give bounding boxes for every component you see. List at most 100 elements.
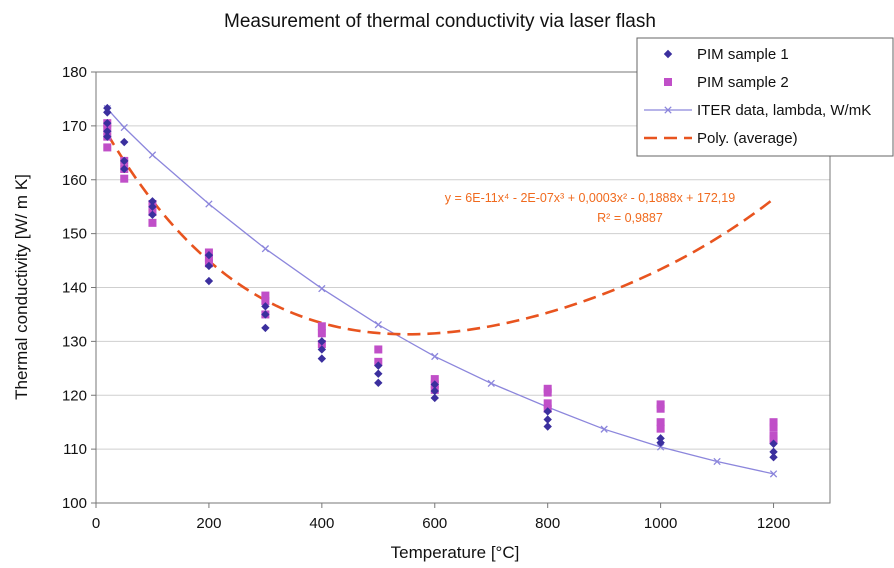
pim-sample-1-point: [769, 447, 778, 457]
pim-sample-1-point: [317, 354, 327, 363]
pim-sample-1-point: [543, 415, 552, 424]
iter-point: [374, 321, 382, 329]
pim-sample-2-point: [317, 322, 326, 331]
pim-sample-2-point: [769, 435, 778, 444]
pim-sample-2-point: [148, 218, 157, 227]
pim-sample-1-point: [430, 380, 439, 389]
pim-sample-2-point: [103, 143, 112, 152]
x-tick-label: 0: [92, 515, 100, 532]
pim-sample-1-point: [148, 197, 157, 206]
pim-sample-1-point: [103, 127, 112, 136]
pim-sample-1-point: [261, 310, 270, 319]
pim-sample-2-point: [656, 418, 665, 427]
legend-marker-sample2: [664, 78, 672, 86]
iter-point: [487, 379, 495, 388]
legend-label-sample2: PIM sample 2: [697, 74, 789, 91]
x-tick-label: 600: [422, 515, 447, 532]
pim-sample-1-point: [374, 361, 383, 370]
poly-trendline: [106, 133, 775, 336]
pim-sample-2-point: [656, 400, 665, 409]
legend: PIM sample 1 PIM sample 2 ITER data, lam…: [636, 37, 894, 157]
pim-sample-1-point: [103, 108, 112, 117]
iter-point: [120, 123, 128, 132]
legend-marker-sample1: [663, 49, 673, 59]
axis-ticks: 100 110 120 130 140 150 160 170 180 0 200 400 600 800…: [62, 64, 790, 532]
pim-sample-1-point: [317, 345, 327, 354]
trendline-equation: y = 6E-11x⁴ - 2E-07x³ + 0,0003x² - 0,188…: [445, 191, 735, 205]
pim-sample-1-point: [120, 137, 129, 147]
pim-sample-1-point: [317, 337, 327, 346]
chart-title: Measurement of thermal conductivity via …: [224, 11, 656, 32]
pim-sample-1-point: [769, 453, 778, 462]
y-tick-label: 150: [62, 226, 87, 243]
x-tick-label: 200: [196, 515, 221, 532]
pim-sample-1-point: [103, 132, 112, 141]
pim-sample-1-point: [430, 386, 439, 396]
trendline-r-squared: R² = 0,9887: [597, 211, 663, 225]
y-tick-label: 160: [62, 172, 87, 189]
iter-point: [148, 151, 157, 159]
y-tick-label: 110: [63, 441, 87, 458]
y-axis-title: Thermal conductivity [W/ m K]: [12, 174, 31, 400]
x-axis-title: Temperature [°C]: [391, 543, 520, 562]
pim-sample-1-point: [148, 210, 157, 219]
pim-sample-1-point: [120, 156, 129, 166]
pim-sample-1-point: [543, 422, 552, 431]
y-tick-label: 130: [62, 333, 87, 350]
legend-markers: [644, 49, 692, 140]
pim-sample-2-point: [261, 296, 270, 305]
grid-lines: [96, 125, 830, 450]
pim-sample-1-point: [374, 369, 383, 378]
pim-sample-1-point: [374, 378, 383, 388]
pim-sample-2-point: [769, 423, 778, 432]
iter-point: [205, 200, 213, 208]
y-tick-label: 100: [62, 495, 87, 512]
iter-point: [769, 470, 778, 478]
iter-point: [318, 284, 326, 293]
pim-sample-2-point: [374, 345, 383, 354]
pim-sample-1-point: [120, 164, 129, 174]
pim-sample-1-point: [261, 302, 270, 311]
iter-point: [600, 425, 608, 433]
pim-sample-1-point: [430, 393, 439, 403]
pim-sample-1-point: [543, 407, 552, 416]
poly-trendline-series: [106, 133, 775, 336]
pim-sample-2-point: [656, 424, 665, 433]
pim-sample-1-point: [656, 438, 665, 447]
pim-sample-2-point: [769, 418, 778, 427]
pim-sample-1-point: [148, 202, 157, 211]
y-tick-label: 170: [62, 118, 87, 135]
iter-series: [103, 104, 778, 478]
iter-point: [261, 245, 270, 253]
x-tick-label: 800: [535, 515, 560, 532]
x-tick-label: 1200: [757, 515, 790, 532]
pim-sample-1-point: [103, 118, 112, 128]
pim-sample-1-point: [769, 439, 778, 448]
x-tick-label: 1000: [644, 515, 677, 532]
iter-line: [106, 108, 774, 475]
pim-sample-2-point: [543, 399, 552, 408]
pim-sample-1-point: [204, 250, 214, 260]
legend-marker-iter: [664, 106, 672, 114]
legend-label-sample1: PIM sample 1: [697, 46, 789, 63]
legend-box: [636, 37, 894, 157]
pim-sample-2-point: [317, 329, 326, 338]
pim-sample-1-series: [103, 103, 778, 462]
x-tick-label: 400: [309, 515, 334, 532]
y-tick-label: 120: [62, 387, 87, 404]
pim-sample-2-point: [120, 174, 129, 183]
iter-point: [713, 457, 721, 466]
pim-sample-1-point: [656, 434, 665, 443]
y-tick-label: 180: [62, 64, 87, 81]
pim-sample-1-point: [204, 276, 214, 286]
pim-sample-1-point: [103, 103, 112, 113]
pim-sample-2-point: [543, 388, 552, 397]
y-tick-label: 140: [62, 280, 87, 297]
pim-sample-2-point: [261, 291, 270, 300]
pim-sample-1-point: [261, 323, 270, 333]
legend-label-iter: ITER data, lambda, W/mK: [697, 102, 871, 119]
pim-sample-2-point: [430, 375, 439, 384]
iter-point: [656, 443, 665, 451]
legend-label-poly: Poly. (average): [697, 130, 798, 147]
